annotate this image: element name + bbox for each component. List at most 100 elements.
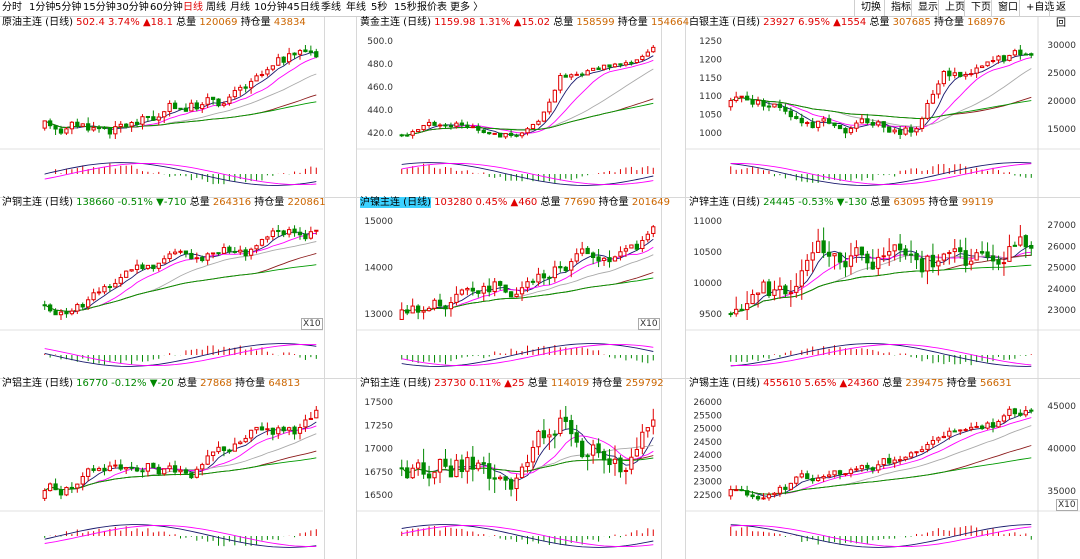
candle <box>200 102 205 113</box>
candle <box>243 435 248 443</box>
contract-name[interactable]: 沪铜主连 (日线) <box>2 197 73 208</box>
candle <box>514 133 519 138</box>
candlestick-chart[interactable]: 15000 14000 13000 <box>357 197 660 378</box>
candle <box>194 100 199 112</box>
toolbar-button-5[interactable]: 窗口 <box>991 0 1024 16</box>
period-tab-3[interactable]: 15分钟 <box>83 2 116 13</box>
candle <box>810 118 815 129</box>
candle <box>48 118 53 129</box>
candle <box>563 406 568 430</box>
period-tab-5[interactable]: 60分钟 <box>150 2 183 13</box>
candle <box>216 441 221 454</box>
candle <box>205 449 210 465</box>
chart-panel-zinc[interactable]: 11000 10500 10000 9500 27000 26000 25000 24000 2… <box>686 197 1080 378</box>
contract-name[interactable]: 沪镍主连 (日线) <box>360 197 431 208</box>
contract-name[interactable]: 沪铝主连 (日线) <box>2 378 73 389</box>
candle <box>178 465 183 476</box>
candlestick-chart[interactable]: 17500 17250 17000 16750 16500 <box>357 378 660 559</box>
candle <box>859 246 865 261</box>
contract-name[interactable]: 沪锌主连 (日线) <box>689 197 760 208</box>
candle <box>799 469 804 479</box>
candle <box>129 461 134 471</box>
candle <box>194 252 199 263</box>
candle <box>189 99 194 112</box>
candle <box>985 242 990 261</box>
candlestick-chart[interactable] <box>0 197 323 378</box>
period-tab-14[interactable]: 15秒 <box>394 2 417 13</box>
contract-name[interactable]: 沪锡主连 (日线) <box>689 378 760 389</box>
candlestick-chart[interactable] <box>0 378 323 559</box>
period-tab-1[interactable]: 1分钟 <box>29 2 56 13</box>
candle <box>498 280 503 291</box>
candle <box>421 124 426 132</box>
candle <box>728 311 733 318</box>
chart-panel-crude-oil[interactable]: 原油主连 (日线) 502.4 3.74% ▲18.1 总量 120069 持仓… <box>0 17 323 197</box>
candle <box>151 462 156 469</box>
candle <box>914 451 919 456</box>
candle <box>832 122 837 128</box>
period-tab-2[interactable]: 5分钟 <box>55 2 82 13</box>
candle <box>821 116 826 127</box>
candle <box>53 124 58 136</box>
toolbar-button-3[interactable]: 上页 <box>938 0 971 16</box>
dea-line <box>730 524 1032 548</box>
toolbar-button-6[interactable]: +自选 <box>1019 0 1060 16</box>
candle <box>156 464 161 476</box>
period-tab-0[interactable]: 分时 <box>2 2 22 13</box>
contract-name[interactable]: 黄金主连 (日线) <box>360 17 431 28</box>
candle <box>107 461 113 472</box>
y-axis-tick-right: 30000 <box>1047 41 1076 51</box>
candle <box>308 45 313 56</box>
candle <box>426 306 432 312</box>
candle <box>91 464 96 473</box>
chart-panel-tin[interactable]: 26000 25500 25000 24500 24000 23500 23000 22500… <box>686 378 1080 559</box>
candle <box>974 248 979 261</box>
toolbar-button-4[interactable]: 下页 <box>964 0 997 16</box>
chart-panel-silver[interactable]: 1250 1200 1150 1100 1050 1000 30000 25000 20000 1… <box>686 17 1080 197</box>
candle <box>80 123 85 128</box>
candlestick-chart[interactable]: 500.0 480.0 460.0 440.0 420.0 <box>357 17 660 197</box>
moving-average-line <box>730 445 1032 495</box>
contract-name[interactable]: 原油主连 (日线) <box>2 17 73 28</box>
chart-panel-copper[interactable]: 沪铜主连 (日线) 138660 -0.51% ▼-710 总量 264316 … <box>0 197 326 378</box>
period-tab-15[interactable]: 报价表 <box>417 2 447 13</box>
moving-average-line <box>730 264 1032 315</box>
candle <box>134 118 140 127</box>
candlestick-chart[interactable] <box>0 17 323 197</box>
contract-name[interactable]: 沪铅主连 (日线) <box>360 378 431 389</box>
candlestick-chart[interactable]: 11000 10500 10000 9500 27000 26000 25000 24000 2… <box>686 197 1080 378</box>
toolbar-button-2[interactable]: 显示 <box>911 0 944 16</box>
period-tab-4[interactable]: 30分钟 <box>116 2 149 13</box>
candle <box>897 126 903 139</box>
chart-panel-gold[interactable]: 500.0 480.0 460.0 440.0 420.0 黄金主连 (日线) 1159.… <box>357 17 689 197</box>
period-tab-13[interactable]: 5秒 <box>371 2 388 13</box>
chart-panel-nickel[interactable]: 15000 14000 13000 沪镍主连 (日线) 103280 0.45% ▲4… <box>357 197 670 378</box>
candlestick-chart[interactable]: 26000 25500 25000 24500 24000 23500 23000 22500… <box>686 378 1080 559</box>
candlestick-chart[interactable]: 1250 1200 1150 1100 1050 1000 30000 25000 20000 1… <box>686 17 1080 197</box>
candle <box>925 441 930 453</box>
candle <box>487 278 492 297</box>
contract-name[interactable]: 白银主连 (日线) <box>689 17 760 28</box>
candle <box>276 53 281 66</box>
period-tab-16[interactable]: 更多 〉 <box>450 2 484 13</box>
toolbar-button-1[interactable]: 指标 <box>884 0 917 16</box>
last-price: 455610 <box>763 378 802 389</box>
candle <box>750 94 755 108</box>
period-tab-11[interactable]: 季线 <box>321 2 341 13</box>
period-tab-9[interactable]: 10分钟 <box>254 2 287 13</box>
period-tab-6[interactable]: 日线 <box>183 2 203 13</box>
y-axis-tick: 10500 <box>693 248 722 258</box>
toolbar-button-7[interactable]: 返回 <box>1049 0 1080 29</box>
candle <box>415 128 421 133</box>
period-tab-8[interactable]: 月线 <box>230 2 250 13</box>
candle <box>254 73 259 82</box>
period-tab-7[interactable]: 周线 <box>206 2 226 13</box>
period-tab-12[interactable]: 年线 <box>346 2 366 13</box>
chart-panel-aluminum[interactable]: 沪铝主连 (日线) 16770 -0.12% ▼-20 总量 27868 持仓量… <box>0 378 323 559</box>
y-axis-tick: 25000 <box>693 425 722 435</box>
candle <box>189 249 194 260</box>
period-tab-10[interactable]: 45日线 <box>287 2 320 13</box>
y-axis-tick: 24000 <box>693 451 722 461</box>
toolbar-button-0[interactable]: 切换 <box>854 0 887 16</box>
chart-panel-lead[interactable]: 17500 17250 17000 16750 16500 沪铅主连 (日线) 23730… <box>357 378 664 559</box>
